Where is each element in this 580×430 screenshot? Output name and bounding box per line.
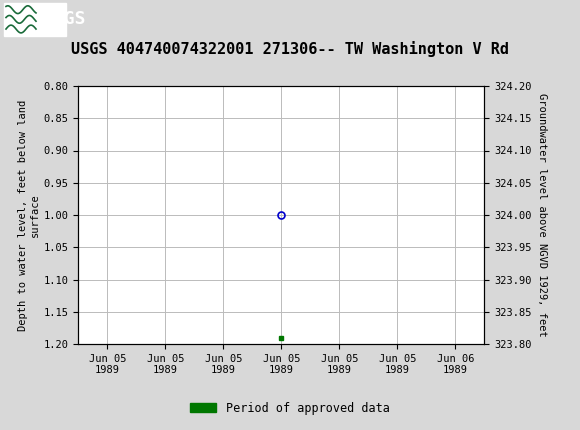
Y-axis label: Depth to water level, feet below land
surface: Depth to water level, feet below land su… <box>18 99 39 331</box>
Legend: Period of approved data: Period of approved data <box>186 397 394 420</box>
Y-axis label: Groundwater level above NGVD 1929, feet: Groundwater level above NGVD 1929, feet <box>537 93 547 337</box>
Bar <box>4 3 66 36</box>
Text: USGS: USGS <box>42 10 85 28</box>
Text: USGS 404740074322001 271306-- TW Washington V Rd: USGS 404740074322001 271306-- TW Washing… <box>71 41 509 57</box>
